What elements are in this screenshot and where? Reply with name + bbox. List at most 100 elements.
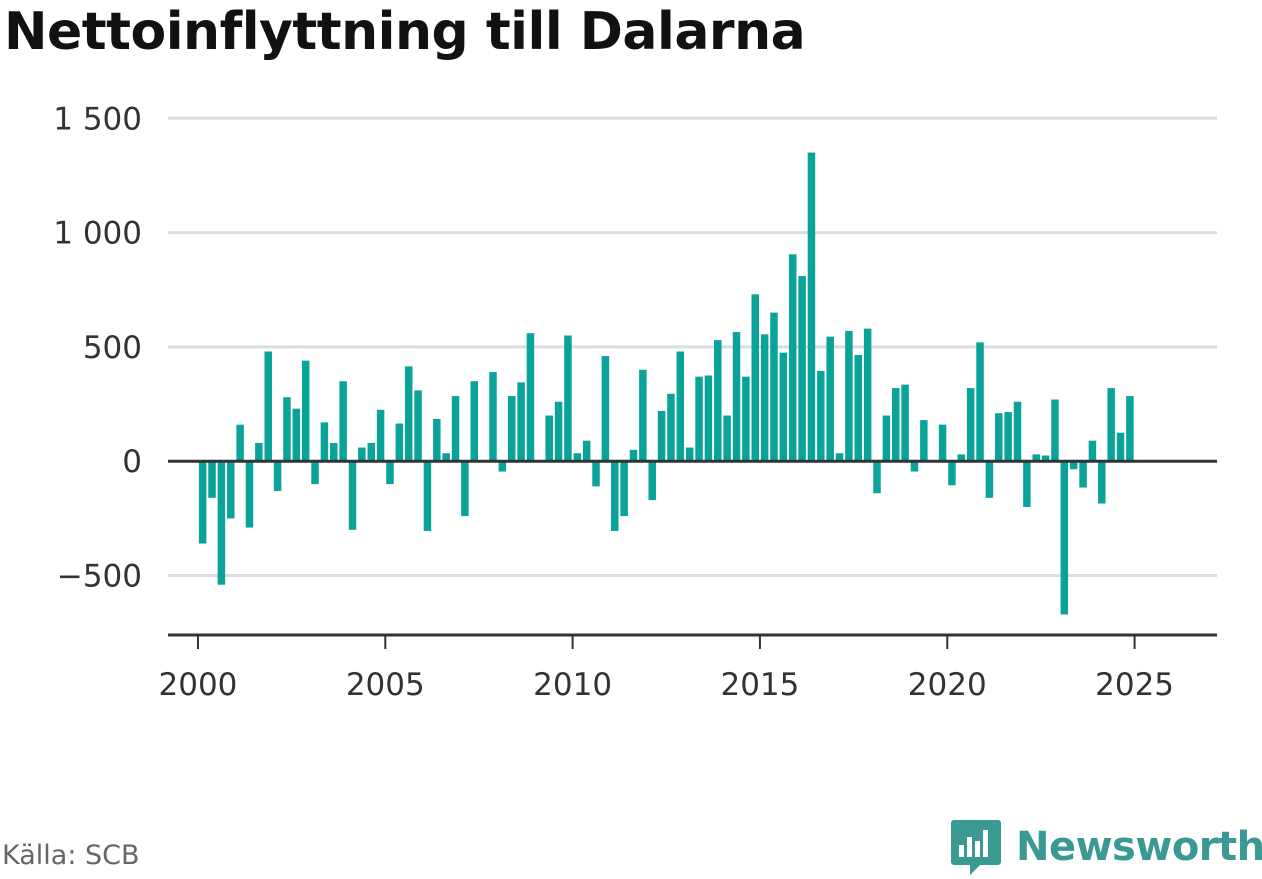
bar bbox=[948, 461, 956, 486]
bar bbox=[348, 461, 357, 530]
bar bbox=[817, 370, 825, 462]
bar bbox=[404, 366, 413, 462]
bar bbox=[395, 423, 404, 462]
bar bbox=[788, 254, 797, 462]
bar bbox=[639, 369, 647, 462]
bar bbox=[826, 336, 834, 462]
bar bbox=[198, 461, 207, 544]
bar bbox=[1126, 396, 1134, 462]
bar bbox=[386, 461, 394, 485]
bar bbox=[433, 418, 441, 462]
bar bbox=[339, 381, 347, 462]
bar bbox=[723, 415, 731, 462]
bar bbox=[1051, 399, 1059, 462]
bar bbox=[1088, 440, 1097, 462]
bar bbox=[442, 453, 450, 462]
page-title: Nettoinflyttning till Dalarna bbox=[4, 2, 806, 62]
bar bbox=[676, 351, 685, 462]
bar bbox=[882, 415, 891, 462]
bar bbox=[573, 453, 582, 462]
bar bbox=[217, 461, 226, 585]
bar bbox=[760, 334, 769, 462]
bar bbox=[255, 442, 263, 462]
bar bbox=[873, 461, 881, 494]
source-note: Källa: SCB bbox=[2, 840, 140, 871]
bar bbox=[264, 351, 272, 462]
bar bbox=[592, 461, 600, 487]
x-tick-label: 2000 bbox=[159, 667, 238, 703]
bar bbox=[245, 461, 254, 528]
gridlines bbox=[168, 116, 1217, 578]
bar bbox=[1004, 412, 1012, 462]
bar bbox=[1032, 454, 1040, 462]
bar bbox=[751, 294, 759, 462]
bar bbox=[648, 461, 656, 501]
y-tick-label: 0 bbox=[122, 444, 142, 480]
bar bbox=[657, 410, 666, 462]
y-tick-label: 1 000 bbox=[53, 216, 142, 252]
bar bbox=[891, 388, 900, 462]
bar bbox=[227, 461, 235, 519]
x-tick-label: 2010 bbox=[533, 667, 612, 703]
bar bbox=[1107, 388, 1115, 462]
bar bbox=[901, 384, 909, 462]
bar bbox=[835, 453, 844, 462]
y-tick-label: 1 500 bbox=[53, 101, 142, 137]
y-tick-label: −500 bbox=[57, 559, 142, 595]
bar bbox=[966, 388, 975, 462]
bar bbox=[845, 330, 853, 462]
bar bbox=[920, 420, 928, 462]
bar bbox=[714, 340, 722, 462]
bar bbox=[564, 335, 572, 462]
bar bbox=[414, 390, 422, 462]
bar bbox=[742, 376, 750, 462]
bar bbox=[629, 449, 638, 462]
bar bbox=[376, 409, 385, 462]
bar bbox=[461, 461, 469, 517]
bar bbox=[554, 401, 563, 462]
bar bbox=[208, 461, 216, 498]
bars bbox=[198, 152, 1134, 615]
bar bbox=[545, 415, 553, 462]
bar bbox=[667, 393, 675, 462]
bar bbox=[1060, 461, 1069, 615]
bar bbox=[470, 381, 479, 462]
bar bbox=[582, 440, 591, 462]
x-tick-label: 2020 bbox=[908, 667, 987, 703]
brand-logo: Newsworthy bbox=[950, 818, 1262, 876]
x-tick-label: 2025 bbox=[1095, 667, 1174, 703]
bar bbox=[910, 461, 919, 472]
bar bbox=[695, 376, 703, 462]
bar bbox=[779, 352, 788, 462]
bar bbox=[1041, 455, 1050, 462]
bar bbox=[770, 312, 778, 462]
bar bbox=[957, 454, 966, 462]
bar bbox=[685, 447, 694, 462]
bar bbox=[1069, 461, 1078, 470]
bar bbox=[367, 442, 375, 462]
y-tick-label: 500 bbox=[83, 330, 142, 366]
bar bbox=[1079, 461, 1087, 488]
bar bbox=[526, 333, 535, 462]
bar bbox=[807, 152, 816, 462]
bar bbox=[1116, 432, 1125, 462]
bar bbox=[507, 396, 516, 462]
bar bbox=[489, 372, 497, 462]
bar bbox=[620, 461, 628, 517]
axes bbox=[168, 459, 1217, 649]
bar bbox=[938, 424, 947, 462]
bar bbox=[301, 360, 310, 462]
bar bbox=[236, 424, 244, 462]
bar bbox=[976, 342, 984, 462]
bar bbox=[1098, 461, 1106, 504]
bar bbox=[611, 461, 619, 531]
bar bbox=[863, 328, 872, 462]
bar bbox=[273, 461, 282, 491]
bar bbox=[985, 461, 994, 498]
x-tick-label: 2005 bbox=[346, 667, 425, 703]
bar bbox=[995, 413, 1003, 462]
bar bbox=[283, 397, 291, 462]
bar bbox=[601, 356, 610, 462]
newsworthy-logo-icon bbox=[951, 820, 1001, 875]
bar bbox=[498, 461, 507, 472]
